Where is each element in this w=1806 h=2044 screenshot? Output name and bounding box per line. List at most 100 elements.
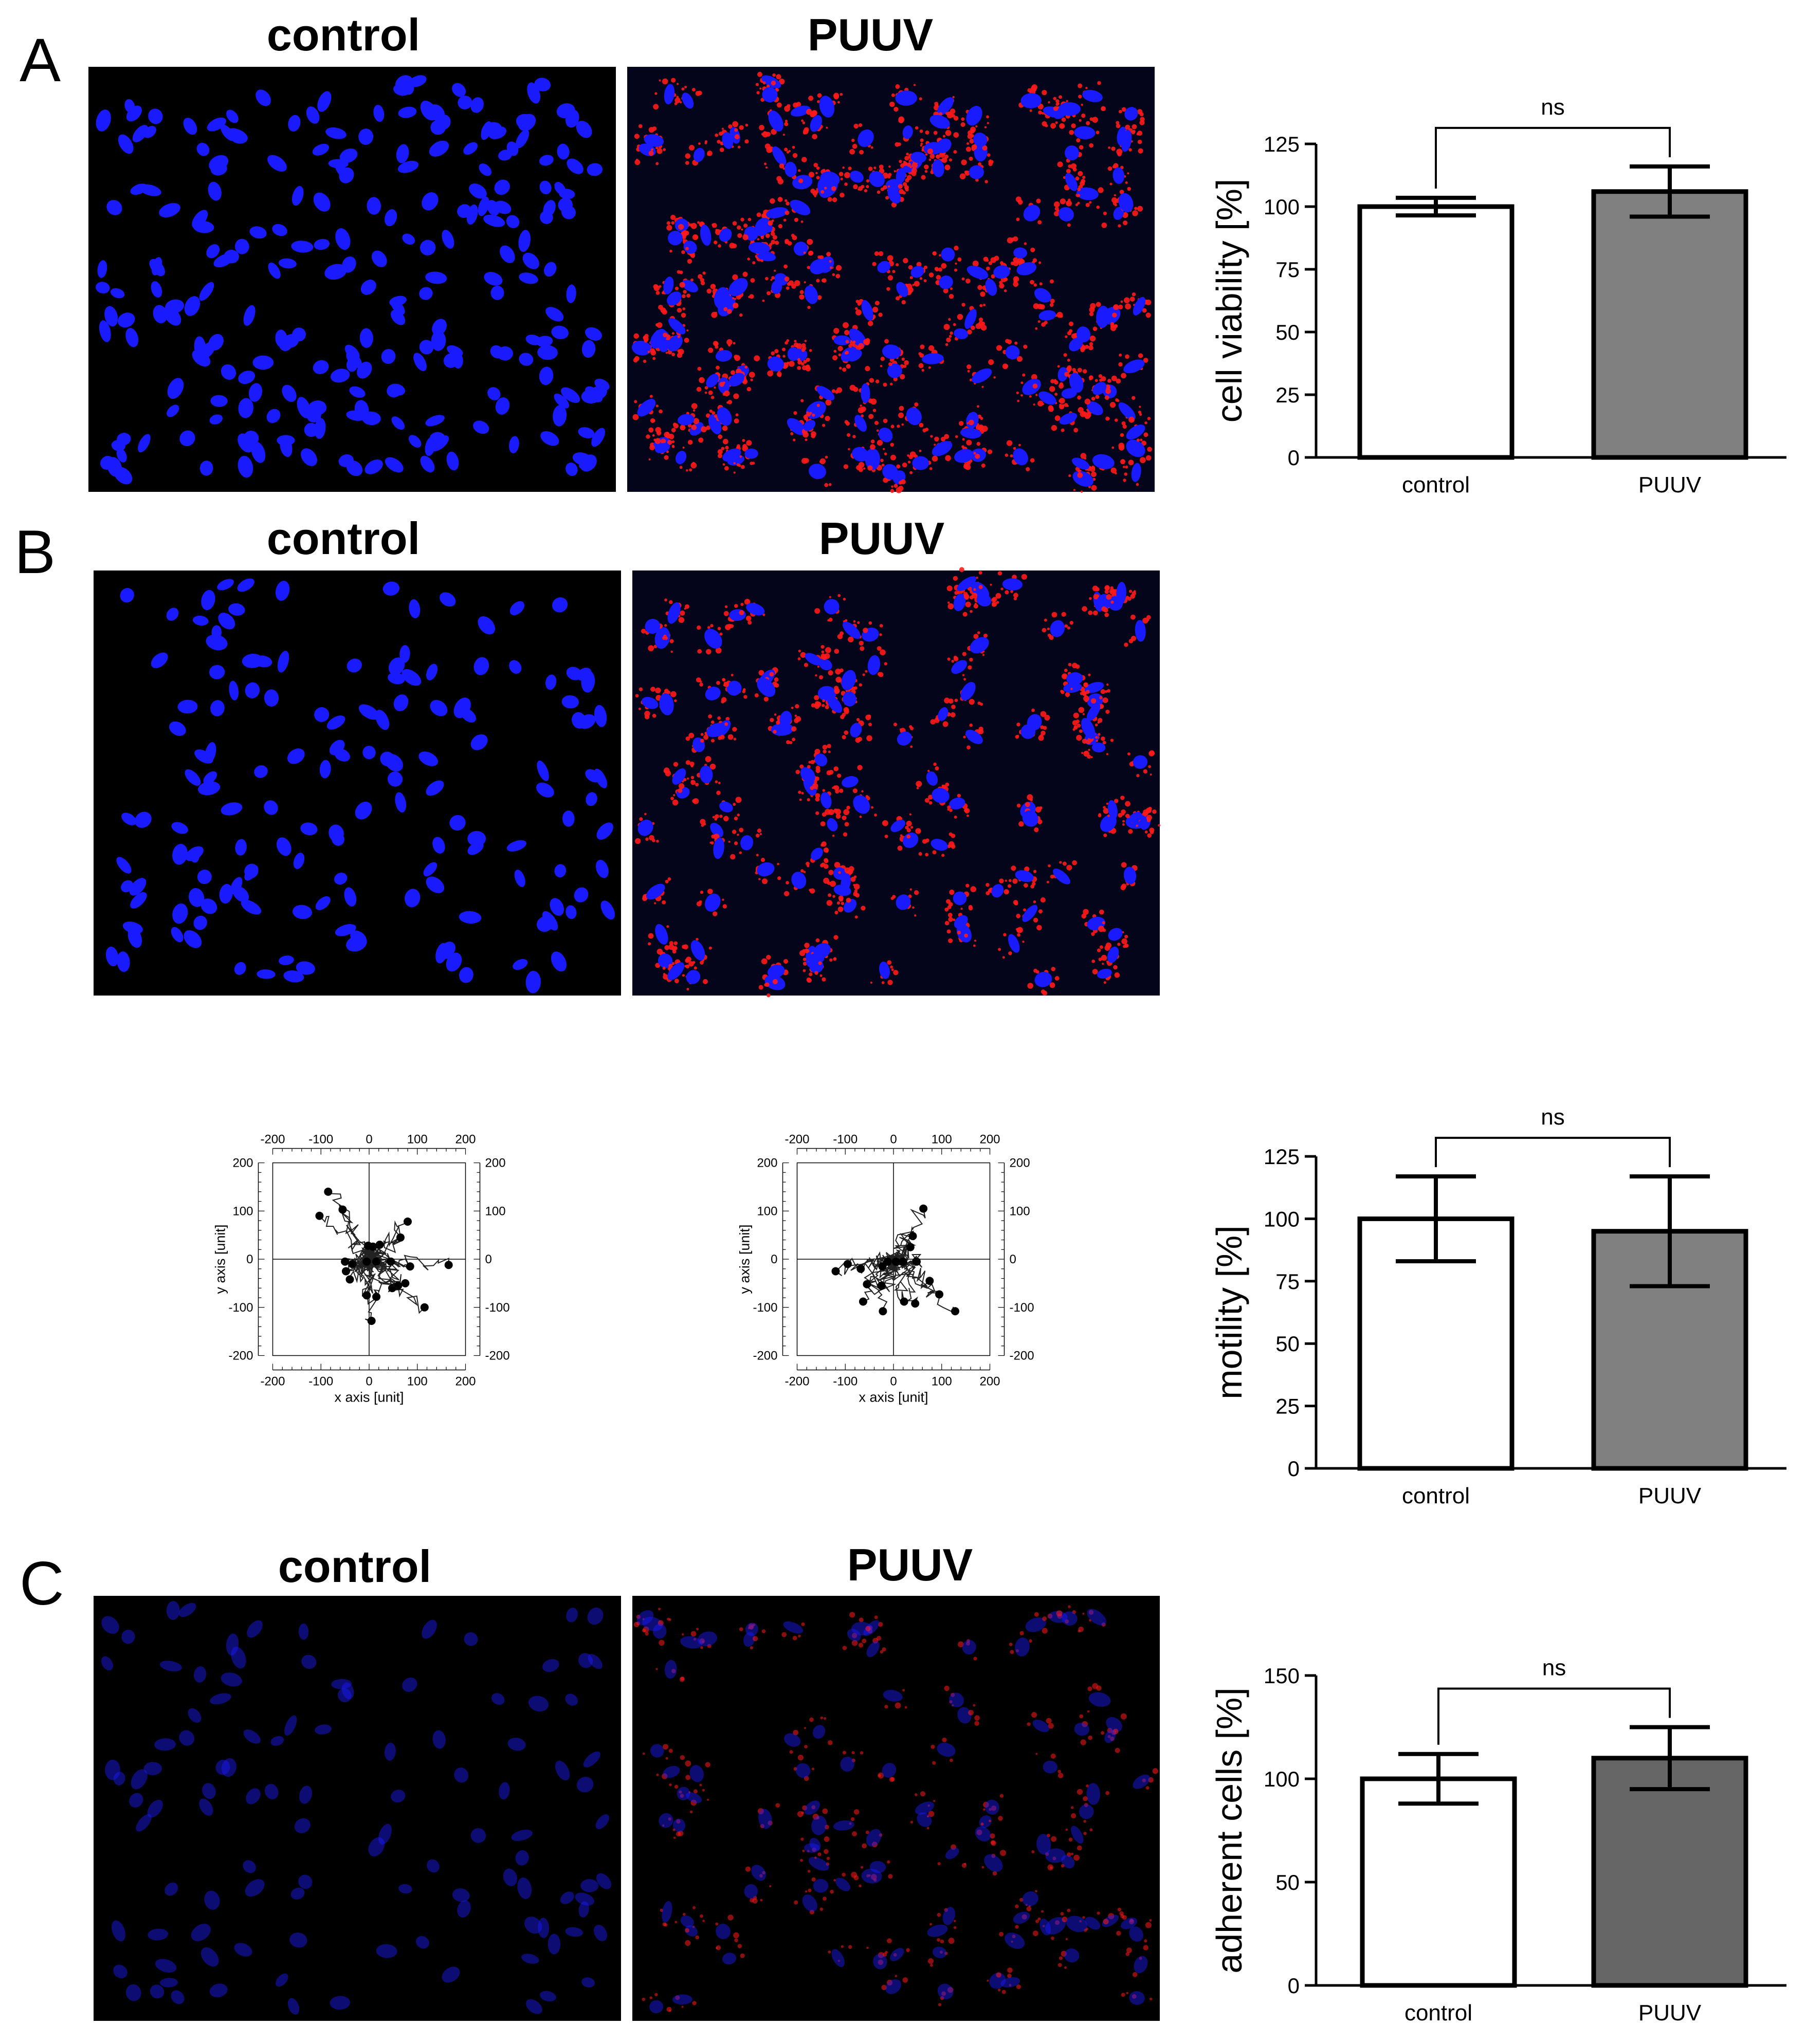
virus-signal [1125, 465, 1128, 469]
virus-signal [928, 801, 933, 805]
virus-signal [931, 1744, 935, 1749]
virus-signal [951, 114, 955, 118]
cell-nucleus [335, 228, 351, 250]
trajectory-endpoint [406, 1262, 414, 1271]
virus-signal [828, 893, 832, 897]
virus-signal [932, 850, 937, 855]
virus-signal [928, 1811, 935, 1817]
virus-signal [638, 707, 641, 710]
virus-signal [914, 890, 919, 895]
cell-nucleus [804, 1843, 820, 1853]
virus-signal [978, 162, 982, 166]
virus-signal [1002, 956, 1005, 959]
virus-signal [777, 373, 782, 377]
virus-signal [995, 593, 1001, 599]
virus-signal [1087, 1710, 1090, 1713]
virus-signal [807, 1870, 811, 1873]
virus-signal [739, 827, 744, 833]
cell-nucleus [469, 183, 487, 199]
cell-nucleus [783, 1621, 804, 1634]
virus-signal [1016, 217, 1020, 222]
virus-signal [837, 1960, 841, 1962]
virus-signal [906, 283, 913, 290]
virus-signal [682, 307, 686, 310]
virus-signal [682, 294, 686, 299]
virus-signal [1119, 109, 1122, 114]
virus-signal [857, 621, 860, 624]
cell-nucleus [1066, 672, 1083, 685]
cell-nucleus [116, 448, 127, 463]
cell-nucleus [1022, 1891, 1038, 1906]
virus-signal [909, 165, 912, 169]
cell-nucleus [811, 848, 823, 860]
virus-signal [957, 314, 963, 320]
virus-signal [969, 657, 973, 662]
virus-signal [961, 445, 964, 449]
virus-signal [833, 935, 838, 940]
virus-signal [947, 111, 951, 116]
virus-signal [998, 1816, 1003, 1821]
virus-signal [707, 889, 713, 894]
virus-signal [929, 1923, 932, 1926]
cell-nucleus [355, 801, 372, 820]
virus-signal [1077, 1789, 1083, 1795]
virus-signal [911, 171, 917, 176]
virus-signal [1142, 617, 1148, 624]
cell-nucleus [515, 1850, 529, 1866]
virus-signal [722, 678, 726, 682]
virus-signal [677, 308, 682, 313]
virus-signal [639, 687, 643, 691]
virus-signal [1029, 109, 1032, 112]
cell-nucleus [937, 1742, 956, 1757]
virus-signal [1083, 695, 1089, 702]
virus-signal [1096, 302, 1101, 307]
virus-signal [849, 149, 855, 155]
virus-signal [880, 1650, 884, 1654]
virus-signal [883, 1952, 887, 1957]
cell-nucleus [970, 637, 989, 654]
trajectory-endpoint [831, 1267, 840, 1276]
virus-signal [667, 877, 671, 881]
virus-signal [746, 599, 749, 602]
virus-signal [1062, 1917, 1068, 1922]
virus-signal [716, 365, 720, 370]
virus-signal [802, 131, 807, 135]
virus-signal [792, 235, 797, 241]
virus-signal [899, 481, 903, 485]
virus-signal [833, 957, 837, 961]
virus-signal [772, 235, 777, 240]
cell-nucleus [814, 753, 828, 766]
virus-signal [858, 1643, 864, 1648]
virus-signal [1038, 261, 1042, 264]
cell-nucleus [163, 306, 181, 326]
virus-signal [1119, 353, 1122, 357]
cell-nucleus [1002, 578, 1023, 591]
virus-signal [834, 690, 839, 694]
virus-signal [840, 93, 843, 96]
cell-nucleus [277, 435, 295, 446]
virus-signal [1033, 900, 1036, 904]
virus-signal [682, 446, 685, 449]
virus-signal [977, 285, 982, 290]
virus-signal [1121, 862, 1127, 868]
virus-signal [690, 278, 694, 282]
virus-signal [716, 790, 721, 795]
virus-signal [655, 687, 661, 694]
trajectory-endpoint [375, 1240, 384, 1249]
virus-signal [946, 929, 951, 934]
virus-signal [870, 439, 875, 444]
cell-nucleus [840, 1757, 854, 1772]
cell-nucleus [125, 328, 139, 347]
virus-signal [821, 650, 825, 654]
virus-signal [648, 127, 654, 133]
virus-signal [900, 374, 905, 380]
cell-nucleus [588, 1654, 603, 1669]
virus-signal [1033, 303, 1039, 309]
cell-nucleus [804, 1800, 820, 1815]
virus-signal [734, 1938, 738, 1943]
virus-signal [1077, 367, 1082, 373]
virus-signal [1144, 830, 1148, 834]
cell-nucleus [550, 898, 564, 916]
virus-signal [825, 416, 830, 421]
cell-nucleus [344, 887, 357, 907]
